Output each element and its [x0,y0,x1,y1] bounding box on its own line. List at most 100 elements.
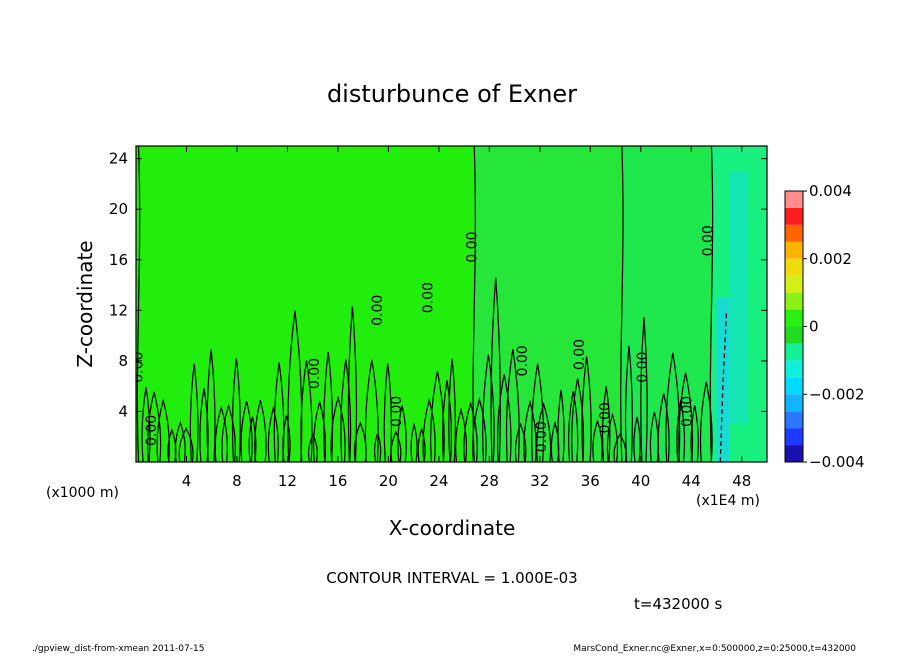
contour-line [373,431,382,462]
contour-line [568,391,579,462]
contour-line [557,389,565,462]
contour-line [699,381,713,462]
contour-line [231,358,241,462]
colorbar-segment [785,394,803,412]
x-unit-label: (x1E4 m) [696,493,760,509]
x-tick-label: 16 [328,472,347,490]
contour-line [174,420,186,462]
contour-line [390,430,402,462]
contour-line [536,402,552,462]
contour-line [189,363,199,462]
contour-label: 0.00 [465,232,481,263]
contour-line [214,405,228,462]
contour-line [240,401,253,462]
contour-label: 0.00 [679,396,695,427]
colorbar-segment [785,309,803,327]
colorbar-segment [785,207,803,225]
contour-line [300,360,313,462]
contour-line [448,358,456,462]
contour-label: 0.00 [635,352,651,383]
contour-line [313,399,327,462]
contour-line [248,416,257,462]
contour-line [601,386,611,462]
x-tick-label: 20 [379,472,398,490]
contour-line [606,412,619,462]
contour-label: 0.00 [572,339,588,370]
contour-line [206,349,216,462]
contour-line [624,345,633,462]
contour-line [410,422,418,462]
chart-title: disturbunce of Exner [327,80,577,108]
contour-line [496,374,512,462]
y-tick-label: 16 [109,251,128,269]
contour-line [340,359,352,462]
y-tick-label: 24 [109,150,128,168]
x-tick-label: 12 [278,472,297,490]
colorbar-tick-label: 0.004 [809,182,852,200]
time-label: t=432000 s [634,595,722,613]
contour-line [490,277,501,462]
colorbar-segment [785,241,803,259]
contour-line [482,354,495,462]
colorbar-segment [785,377,803,395]
colorbar-segment [785,411,803,429]
contour-line [640,316,648,462]
contour-line [472,146,476,462]
plot-frame [135,145,768,463]
contour-line [147,391,162,462]
x-tick-label: 32 [530,472,549,490]
x-tick-label: 36 [581,472,600,490]
contour-line [383,363,393,462]
contour-line [690,405,699,462]
y-axis-title: Z-coordinate [73,240,97,367]
y-unit-label: (x1000 m) [46,485,119,501]
contour-line-dashed [719,310,728,462]
contour-line [330,395,346,462]
footer-left: ./gpview_dist-from-xmean 2011-07-15 [32,644,204,654]
x-tick-label: 4 [182,472,192,490]
x-tick-label: 48 [732,472,751,490]
x-tick-label: 28 [480,472,499,490]
contour-line [364,359,379,462]
x-tick-label: 24 [429,472,448,490]
contour-lines [136,146,728,462]
colorbar-segment [785,275,803,293]
colorbar-segment [785,326,803,344]
contour-label: 0.00 [370,295,386,326]
x-tick-label: 8 [232,472,242,490]
x-axis-title: X-coordinate [389,516,516,540]
colorbar-tick-label: 0 [809,318,819,336]
contour-label: 0.00 [515,345,531,376]
colorbar-segment [785,224,803,242]
contour-label: 0.00 [421,282,437,313]
contour-line [442,380,453,462]
contour-line [141,387,151,462]
colorbar-segment [785,445,803,462]
y-tick-label: 20 [109,200,128,218]
plot-area: 0.00 0.00 0.00 0.00 0.00 0.00 0.00 0.00 0.00 0.00… [136,146,767,462]
colorbar-segment [785,343,803,361]
colorbar-tick-label: 0.002 [809,250,852,268]
contour-line [455,407,468,462]
contour-line [397,405,407,462]
colorbar-segment [785,428,803,446]
contour-line [581,356,592,462]
x-tick-label: 44 [682,472,701,490]
contour-line [620,146,624,462]
contour-label: 0.00 [389,396,405,427]
contour-line [657,393,670,462]
contour-line [221,403,236,462]
contour-label: 0.00 [144,415,160,446]
contour-label: 0.00 [597,402,613,433]
colorbar-tick-label: −0.002 [809,385,865,403]
colorbar-segment [785,258,803,276]
contour-region-4 [729,171,749,425]
x-tick-label: 40 [631,472,650,490]
contour-line [430,371,445,462]
colorbar-segment [785,360,803,378]
y-tick-label: 4 [118,402,128,420]
contour-line [633,416,641,462]
footer-right: MarsCond_Exner.nc@Exner,x=0:500000,z=0:2… [573,644,856,654]
contour-label: 0.00 [701,225,717,256]
contour-line [282,415,291,462]
